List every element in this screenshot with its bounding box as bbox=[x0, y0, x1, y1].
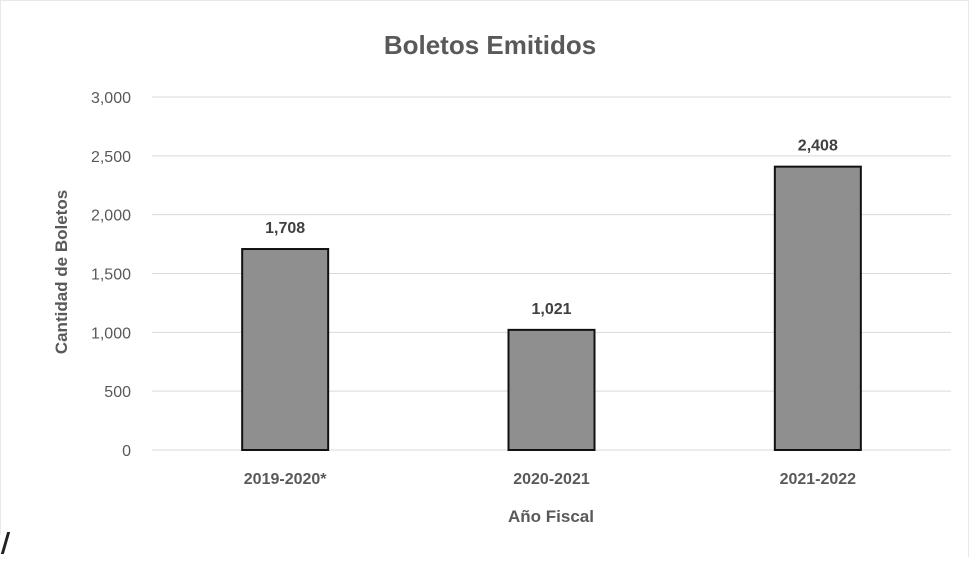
y-tick-label: 500 bbox=[104, 384, 131, 401]
data-labels: 1,708 1,021 2,408 bbox=[265, 138, 838, 318]
data-label-2021-2022: 2,408 bbox=[798, 138, 838, 155]
x-tick-label-2019-2020*: 2019-2020* bbox=[244, 471, 328, 488]
frame-left-border bbox=[0, 0, 1, 535]
bar-2021-2022 bbox=[775, 167, 861, 450]
y-tick-label: 1,500 bbox=[91, 267, 131, 284]
y-tick-label: 1,000 bbox=[91, 325, 131, 342]
x-tick-label-2021-2022: 2021-2022 bbox=[780, 471, 857, 488]
frame-top-border bbox=[0, 0, 969, 1]
x-axis-title: Año Fiscal bbox=[508, 507, 594, 526]
x-axis-ticks: 2019-2020* 2020-2021 2021-2022 bbox=[244, 471, 856, 488]
y-axis-ticks: 0 500 1,000 1,500 2,000 2,500 3,000 bbox=[91, 90, 131, 460]
bar-2020-2021 bbox=[509, 330, 595, 450]
chart-title: Boletos Emitidos bbox=[384, 30, 596, 60]
y-axis-title: Cantidad de Boletos bbox=[52, 190, 71, 354]
y-tick-label: 3,000 bbox=[91, 90, 131, 107]
bar-2019-2020* bbox=[242, 249, 328, 450]
data-label-2020-2021: 1,021 bbox=[531, 301, 571, 318]
y-tick-label: 2,000 bbox=[91, 208, 131, 225]
y-tick-label: 0 bbox=[122, 443, 131, 460]
data-label-2019-2020*: 1,708 bbox=[265, 220, 305, 237]
x-tick-label-2020-2021: 2020-2021 bbox=[513, 471, 590, 488]
y-tick-label: 2,500 bbox=[91, 149, 131, 166]
